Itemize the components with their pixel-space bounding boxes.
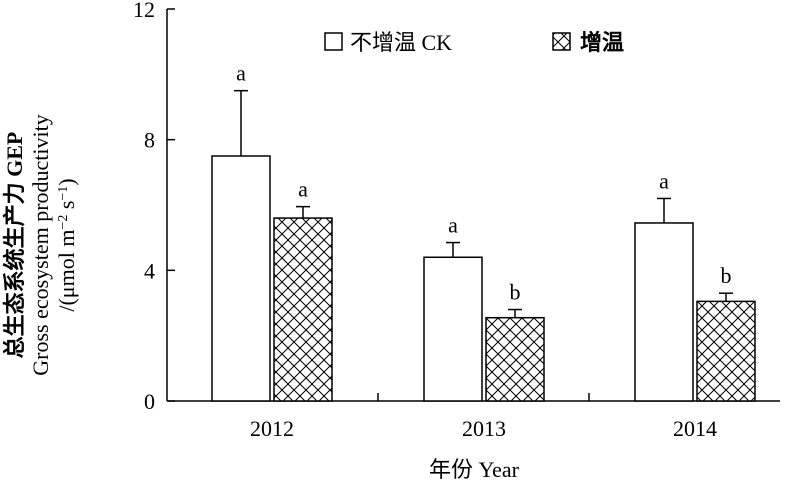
significance-letter: a <box>448 213 458 238</box>
y-ticks: 0 4 8 12 <box>133 0 175 414</box>
y-axis-label-line2: Gross ecosystem productivity <box>28 114 53 376</box>
legend-swatch-ck <box>324 32 343 51</box>
y-axis-label: 总生态系统生产力 GEP Gross ecosystem productivit… <box>2 114 79 376</box>
y-tick-label: 8 <box>144 128 155 153</box>
bar-warming-2012 <box>273 217 333 402</box>
legend-swatch-warming <box>552 32 571 51</box>
bar-ck-2013 <box>423 256 483 402</box>
bar-warming-2014 <box>696 300 756 402</box>
x-tick-label: 2014 <box>673 416 717 441</box>
y-tick-label: 0 <box>144 389 155 414</box>
significance-letter: a <box>298 177 308 202</box>
significance-letter: a <box>659 168 669 193</box>
y-axis-label-line1: 总生态系统生产力 GEP <box>2 132 27 359</box>
x-tick-label: 2012 <box>250 416 294 441</box>
y-tick-label: 4 <box>144 258 155 283</box>
legend: 不增温 CK 增温 <box>324 30 624 55</box>
bar-ck-2014 <box>634 222 694 402</box>
y-tick-label: 12 <box>133 0 155 22</box>
significance-letter: b <box>721 263 732 288</box>
significance-letter: a <box>236 61 246 86</box>
legend-label-warming: 增温 <box>580 30 624 55</box>
significance-letter: b <box>510 280 521 305</box>
x-axis-label: 年份 Year <box>429 457 520 482</box>
bars: a a a a b b <box>211 61 756 402</box>
y-axis-label-line3: /(μmol m−2 s−1) <box>54 178 79 311</box>
bar-warming-2013 <box>485 316 545 402</box>
legend-label-ck: 不增温 CK <box>350 30 452 55</box>
x-tick-label: 2013 <box>462 416 506 441</box>
x-ticks: 2012 2013 2014 <box>250 393 717 441</box>
bar-ck-2012 <box>211 155 271 402</box>
